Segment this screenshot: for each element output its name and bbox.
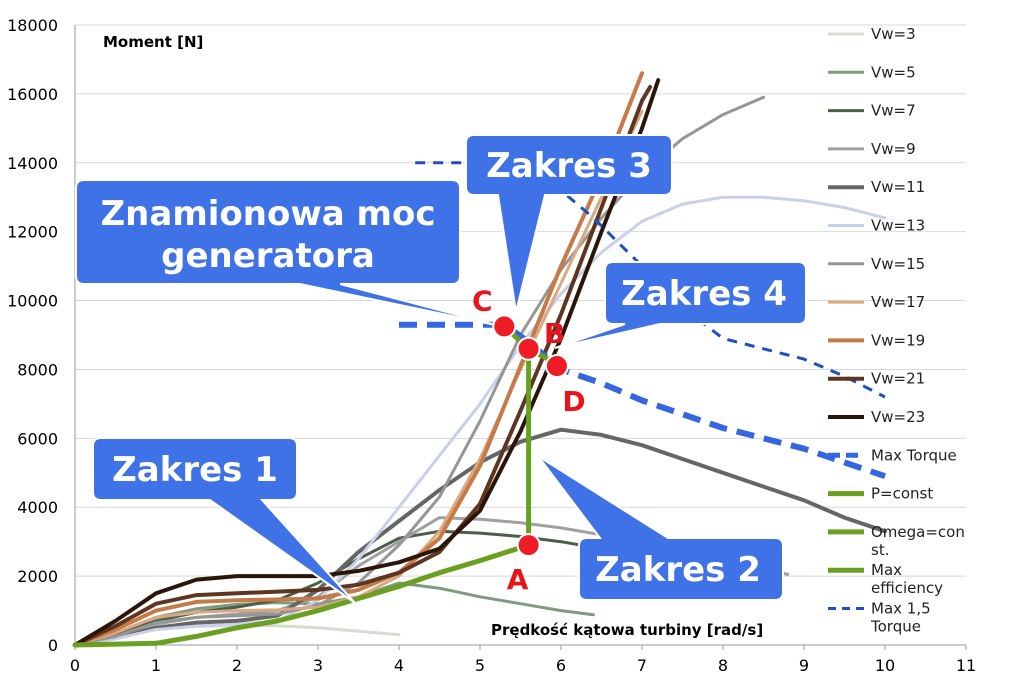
callout-zakres-3: Zakres 3	[465, 134, 673, 313]
y-tick-label: 18000	[7, 16, 58, 35]
callout-zakres-1: Zakres 1	[92, 437, 356, 604]
x-tick-label: 3	[313, 656, 323, 675]
point-b-label: B	[544, 317, 565, 350]
y-axis-title: Moment [N]	[103, 33, 203, 51]
y-tick-label: 16000	[7, 85, 58, 104]
x-axis-title: Prędkość kątowa turbiny [rad/s]	[491, 621, 763, 639]
y-tick-label: 8000	[17, 360, 58, 379]
y-tick-label: 6000	[17, 429, 58, 448]
x-tick-label: 1	[151, 656, 161, 675]
callout-zakres-1-text: Zakres 1	[112, 450, 278, 490]
legend-label: Vw=9	[871, 140, 916, 158]
legend-label: Vw=15	[871, 255, 925, 273]
y-tick-label: 0	[48, 636, 58, 655]
legend-label: Vw=3	[871, 25, 916, 43]
y-tick-labels: 0 2000 4000 6000 8000 10000 12000 14000 16000 180…	[7, 16, 58, 655]
legend-label: Vw=7	[871, 102, 916, 120]
x-tick-label: 9	[799, 656, 809, 675]
callout-zakres-3-text: Zakres 3	[486, 146, 652, 186]
point-b-marker	[516, 336, 541, 361]
legend-label: Vw=19	[871, 331, 925, 349]
x-tick-label: 4	[394, 656, 404, 675]
series-line-max-efficiency	[72, 542, 532, 648]
x-tick-label: 0	[70, 656, 80, 675]
x-tick-label: 6	[556, 656, 566, 675]
x-tick-label: 8	[718, 656, 728, 675]
x-tick-label: 5	[475, 656, 485, 675]
legend-label: Vw=17	[871, 293, 925, 311]
series-line-vw-19	[73, 71, 644, 647]
callout-zakres-2: Zakres 2	[537, 455, 784, 601]
legend-label: Vw=13	[871, 217, 925, 235]
legend-label: Max 1,5 Torque	[870, 600, 931, 636]
point-d-marker	[544, 354, 569, 378]
y-tick-label: 2000	[17, 567, 58, 586]
y-tick-label: 10000	[7, 292, 58, 311]
x-tick-label: 11	[956, 656, 976, 675]
point-c-marker	[492, 314, 517, 339]
x-tick-labels: 0 1 2 3 4 5 6 7 8 9 10 11	[70, 645, 976, 675]
callout-zakres-1-shape	[92, 437, 356, 604]
legend-label: Max Torque	[871, 446, 957, 464]
point-a-label: A	[507, 563, 529, 596]
legend-label: Vw=23	[871, 408, 925, 426]
callout-znamionowa-text: Znamionowa moc generatora	[101, 194, 436, 276]
callout-zakres-2-shape	[537, 455, 784, 601]
point-c-label: C	[472, 284, 493, 317]
series-line-vw-13	[73, 195, 887, 647]
y-tick-label: 12000	[7, 223, 58, 242]
series-line-max-torque	[399, 321, 886, 480]
x-tick-label: 7	[637, 656, 647, 675]
point-d-label: D	[562, 385, 585, 418]
axes	[74, 25, 966, 646]
series-line-vw-23	[73, 78, 661, 647]
legend-label: Max efficiency	[871, 561, 943, 597]
callout-znamionowa: Znamionowa moc generatora	[75, 179, 501, 327]
legend-label: P=const	[871, 485, 933, 503]
callout-zakres-4-shape	[554, 261, 807, 349]
callout-zakres-4: Zakres 4	[554, 261, 807, 349]
operating-points: C B D A	[472, 284, 586, 596]
callout-znamionowa-shape	[75, 179, 501, 327]
x-tick-label: 10	[875, 656, 895, 675]
callout-zakres-3-shape	[465, 134, 673, 313]
series-line-max-1-5-torque	[415, 161, 886, 399]
series-line-vw-21	[73, 85, 653, 647]
callout-zakres-2-text: Zakres 2	[595, 550, 761, 590]
legend-label: Vw=11	[871, 178, 925, 196]
y-tick-label: 14000	[7, 154, 58, 173]
legend-label: Vw=21	[871, 370, 925, 388]
point-a-marker	[516, 533, 541, 558]
x-tick-label: 2	[232, 656, 242, 675]
legend-label: Omega=con st.	[871, 523, 965, 559]
legend-label: Vw=5	[871, 63, 916, 81]
y-tick-label: 4000	[17, 498, 58, 517]
callout-zakres-4-text: Zakres 4	[621, 274, 787, 314]
legend: Vw=3 Vw=5 Vw=7 Vw=9 Vw=11 Vw=13 Vw=15 Vw=17 Vw=1…	[828, 25, 965, 636]
